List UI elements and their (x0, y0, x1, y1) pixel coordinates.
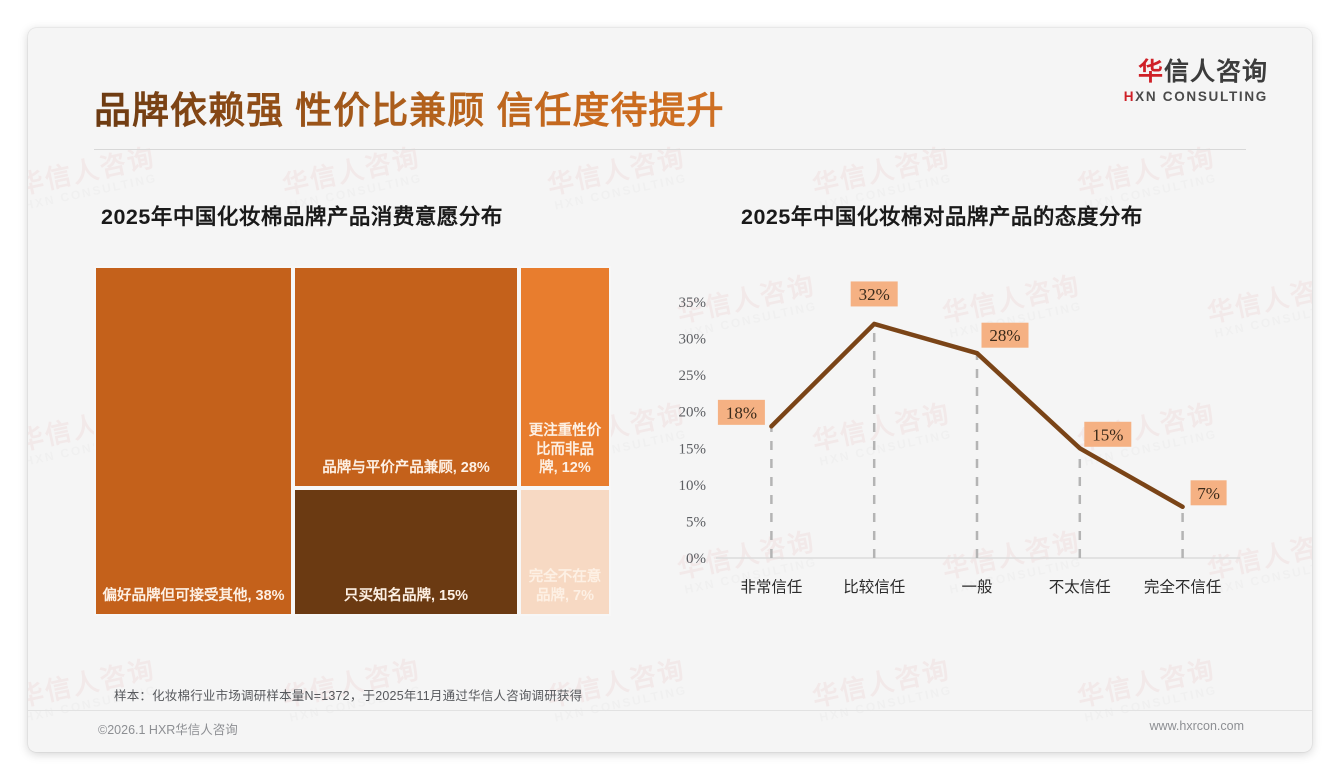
x-axis-category-label: 非常信任 (740, 578, 802, 596)
footer-divider (28, 710, 1312, 711)
data-label-background (1084, 421, 1132, 447)
logo-en-red: H (1123, 88, 1136, 104)
company-logo: 华信人咨询 HXN CONSULTING (1124, 58, 1268, 104)
data-series-line[interactable] (769, 321, 1185, 510)
treemap-cell-label: 品牌与平价产品兼顾, 28% (322, 460, 490, 477)
logo-cn-gray: 信人咨询 (1163, 58, 1268, 86)
left-chart-title: 2025年中国化妆棉品牌产品消费意愿分布 (101, 205, 503, 229)
line-chart-svg: 0% 5% 10% 15% 20% 25% 30% 35% 18% 32% 28% 15% 7% 非常信任… (679, 281, 1240, 596)
copyright-text: ©2026.1 HXR华信人咨询 (98, 723, 238, 737)
x-axis-category-label: 完全不信任 (1144, 578, 1222, 596)
y-axis-tick-label: 15% (679, 441, 707, 457)
treemap-cell[interactable]: 完全不在意品牌, 7% (518, 488, 611, 616)
logo-chinese: 华信人咨询 (1124, 58, 1268, 87)
right-chart-title: 2025年中国化妆棉对品牌产品的态度分布 (741, 205, 1143, 229)
y-axis-tick-label: 30% (679, 332, 707, 348)
treemap-cell[interactable]: 品牌与平价产品兼顾, 28% (293, 266, 519, 489)
data-point-label: 15% (1092, 425, 1123, 444)
treemap-chart: 偏好品牌但可接受其他, 38% 品牌与平价产品兼顾, 28% 只买知名品牌, 15%… (94, 266, 611, 616)
data-point-label: 28% (989, 326, 1020, 345)
treemap-cell-label: 偏好品牌但可接受其他, 38% (102, 588, 285, 605)
line-chart: 0% 5% 10% 15% 20% 25% 30% 35% 18% 32% 28% 15% 7% 非常信任… (648, 266, 1268, 616)
treemap-cell-label: 更注重性价比而非品牌, 12% (528, 422, 602, 477)
data-point-label: 18% (726, 403, 757, 422)
x-axis-category-label: 不太信任 (1049, 578, 1111, 596)
data-label-background (1190, 480, 1227, 506)
data-label-background (981, 322, 1029, 348)
y-axis-tick-label: 20% (679, 405, 707, 421)
treemap-cell[interactable]: 更注重性价比而非品牌, 12% (518, 266, 611, 489)
y-axis-tick-label: 0% (686, 551, 706, 567)
title-divider (94, 149, 1246, 150)
data-label-background (850, 281, 898, 307)
y-axis-tick-label: 5% (686, 514, 706, 530)
data-point-label: 32% (859, 285, 890, 304)
logo-cn-red: 华 (1137, 58, 1164, 86)
website-text: www.hxrcon.com (1149, 719, 1244, 733)
y-axis-tick-label: 10% (679, 478, 707, 494)
x-axis-category-label: 比较信任 (843, 578, 905, 596)
slide-card: 华信人咨询 HXN CONSULTING 华信人咨询 HXN CONSULTING 华信… (28, 28, 1312, 752)
logo-en-rest: XN CONSULTING (1135, 88, 1268, 104)
y-axis-tick-label: 25% (679, 368, 707, 384)
treemap-cell[interactable]: 偏好品牌但可接受其他, 38% (94, 266, 294, 616)
treemap-cell-label: 只买知名品牌, 15% (343, 588, 469, 605)
source-footnote: 样本：化妆棉行业市场调研样本量N=1372，于2025年11月通过华信人咨询调研… (114, 689, 583, 703)
x-axis-category-label: 一般 (961, 578, 992, 596)
data-point-label: 7% (1197, 484, 1220, 503)
logo-english: HXN CONSULTING (1124, 89, 1268, 104)
y-axis-tick-label: 35% (679, 295, 707, 311)
data-label-background (717, 399, 765, 425)
treemap-cell-label: 完全不在意品牌, 7% (528, 569, 602, 605)
slide-header: 品牌依赖强 性价比兼顾 信任度待提升 华信人咨询 HXN CONSULTING (28, 28, 1312, 138)
treemap-cell[interactable]: 只买知名品牌, 15% (293, 488, 519, 616)
page-title: 品牌依赖强 性价比兼顾 信任度待提升 (94, 80, 725, 134)
